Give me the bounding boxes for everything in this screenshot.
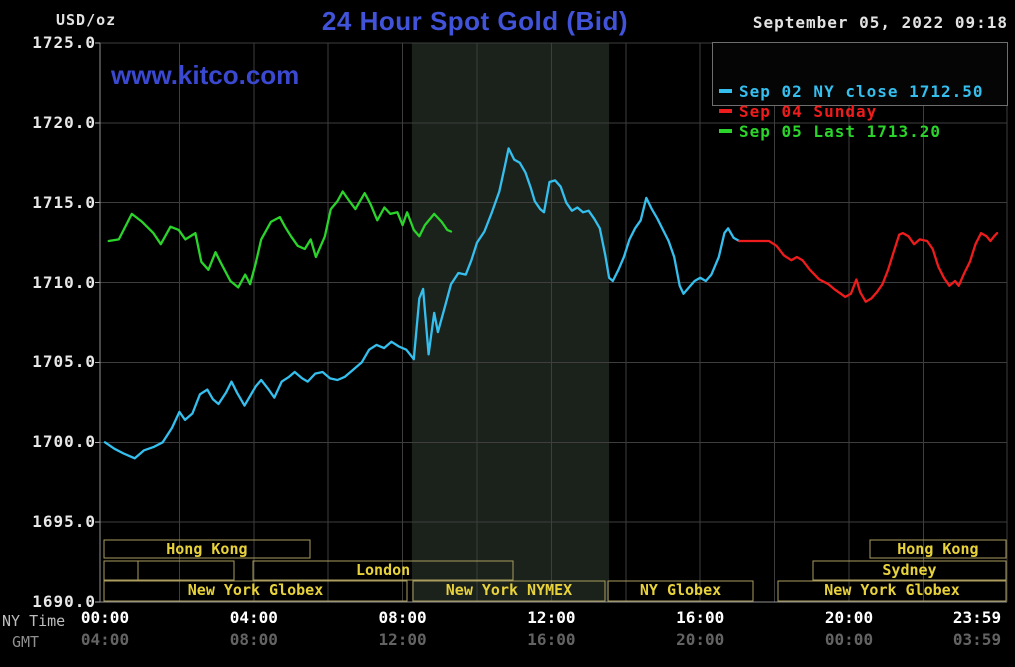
x-axis-label-ny-12:00: 12:00 bbox=[527, 608, 576, 627]
x-axis-label-ny-20:00: 20:00 bbox=[824, 608, 874, 627]
gmt-axis-label: GMT bbox=[12, 633, 40, 651]
y-axis-label-1710: 1710.0 bbox=[32, 272, 96, 292]
x-axis-label-gmt-08:00: 08:00 bbox=[229, 630, 278, 649]
session-box-unlabeled bbox=[103, 560, 139, 581]
session-box-hong-kong bbox=[869, 539, 1007, 559]
x-axis-label-ny-00:00: 00:00 bbox=[80, 608, 130, 627]
kitco-watermark-link[interactable]: www.kitco.com bbox=[111, 60, 300, 90]
y-axis-label-1695: 1695.0 bbox=[32, 512, 96, 532]
session-label: Hong Kong bbox=[897, 540, 978, 558]
legend-dash-icon bbox=[719, 89, 732, 93]
x-axis-label-gmt-16:00: 16:00 bbox=[527, 630, 576, 649]
session-box-new-york-globex bbox=[777, 580, 1007, 602]
session-box-london bbox=[252, 560, 514, 581]
legend-label: Sep 05 Last 1713.20 bbox=[739, 121, 942, 141]
x-axis-label-gmt-04:00: 04:00 bbox=[80, 630, 130, 649]
y-axis-units-label: USD/oz bbox=[56, 11, 117, 29]
session-label: New York Globex bbox=[824, 581, 959, 599]
y-axis-label-1705: 1705.0 bbox=[32, 352, 96, 372]
x-axis-label-ny-04:00: 04:00 bbox=[229, 608, 278, 627]
session-label: Sydney bbox=[882, 561, 936, 579]
series-line-sep02 bbox=[103, 147, 741, 460]
legend-box: Sep 02 NY close 1712.50 Sep 04 Sunday Sep … bbox=[712, 42, 1008, 141]
legend-label: Sep 04 Sunday bbox=[739, 101, 878, 121]
session-box-new-york-globex bbox=[103, 580, 408, 602]
y-axis-label-1700: 1700.0 bbox=[32, 432, 96, 452]
y-axis-label-1715: 1715.0 bbox=[32, 192, 96, 212]
y-axis-label-1720: 1720.0 bbox=[32, 112, 96, 132]
series-line-sep05 bbox=[107, 190, 453, 289]
session-box-ny-globex bbox=[607, 580, 754, 602]
x-axis-label-gmt-20:00: 20:00 bbox=[676, 630, 725, 649]
chart-datetime: September 05, 2022 09:18 bbox=[752, 13, 1008, 32]
session-box-new-york-nymex bbox=[412, 580, 606, 602]
y-axis-label-1725: 1725.0 bbox=[32, 33, 96, 52]
session-label: NY Globex bbox=[640, 581, 721, 599]
x-axis-label-gmt-03:59: 03:59 bbox=[952, 630, 1002, 649]
session-label: London bbox=[356, 561, 410, 579]
session-box-sydney bbox=[812, 560, 1007, 581]
legend-item-sep02: Sep 02 NY close 1712.50 bbox=[713, 81, 1007, 101]
session-label: Hong Kong bbox=[166, 540, 247, 558]
legend-dash-icon bbox=[719, 129, 732, 133]
x-axis-label-gmt-00:00: 00:00 bbox=[824, 630, 874, 649]
session-label: New York NYMEX bbox=[446, 581, 572, 599]
series-line-sep04 bbox=[738, 231, 999, 303]
session-box-hong-kong bbox=[103, 539, 311, 559]
legend-item-sep04: Sep 04 Sunday bbox=[713, 101, 1007, 121]
x-axis-label-ny-16:00: 16:00 bbox=[676, 608, 725, 627]
legend-label: Sep 02 NY close 1712.50 bbox=[739, 81, 984, 101]
x-axis-label-ny-08:00: 08:00 bbox=[378, 608, 427, 627]
nymex-session-band bbox=[411, 43, 610, 602]
ny-time-axis-label: NY Time bbox=[2, 612, 66, 630]
x-axis-label-ny-23:59: 23:59 bbox=[952, 608, 1002, 627]
page-title: 24 Hour Spot Gold (Bid) bbox=[321, 6, 629, 36]
x-axis-label-gmt-12:00: 12:00 bbox=[378, 630, 427, 649]
y-axis-label-1690: 1690.0 bbox=[32, 592, 96, 611]
legend-item-sep05: Sep 05 Last 1713.20 bbox=[713, 121, 1007, 141]
legend-dash-icon bbox=[719, 109, 732, 113]
session-box-unlabeled bbox=[137, 560, 235, 581]
session-label: New York Globex bbox=[188, 581, 323, 599]
